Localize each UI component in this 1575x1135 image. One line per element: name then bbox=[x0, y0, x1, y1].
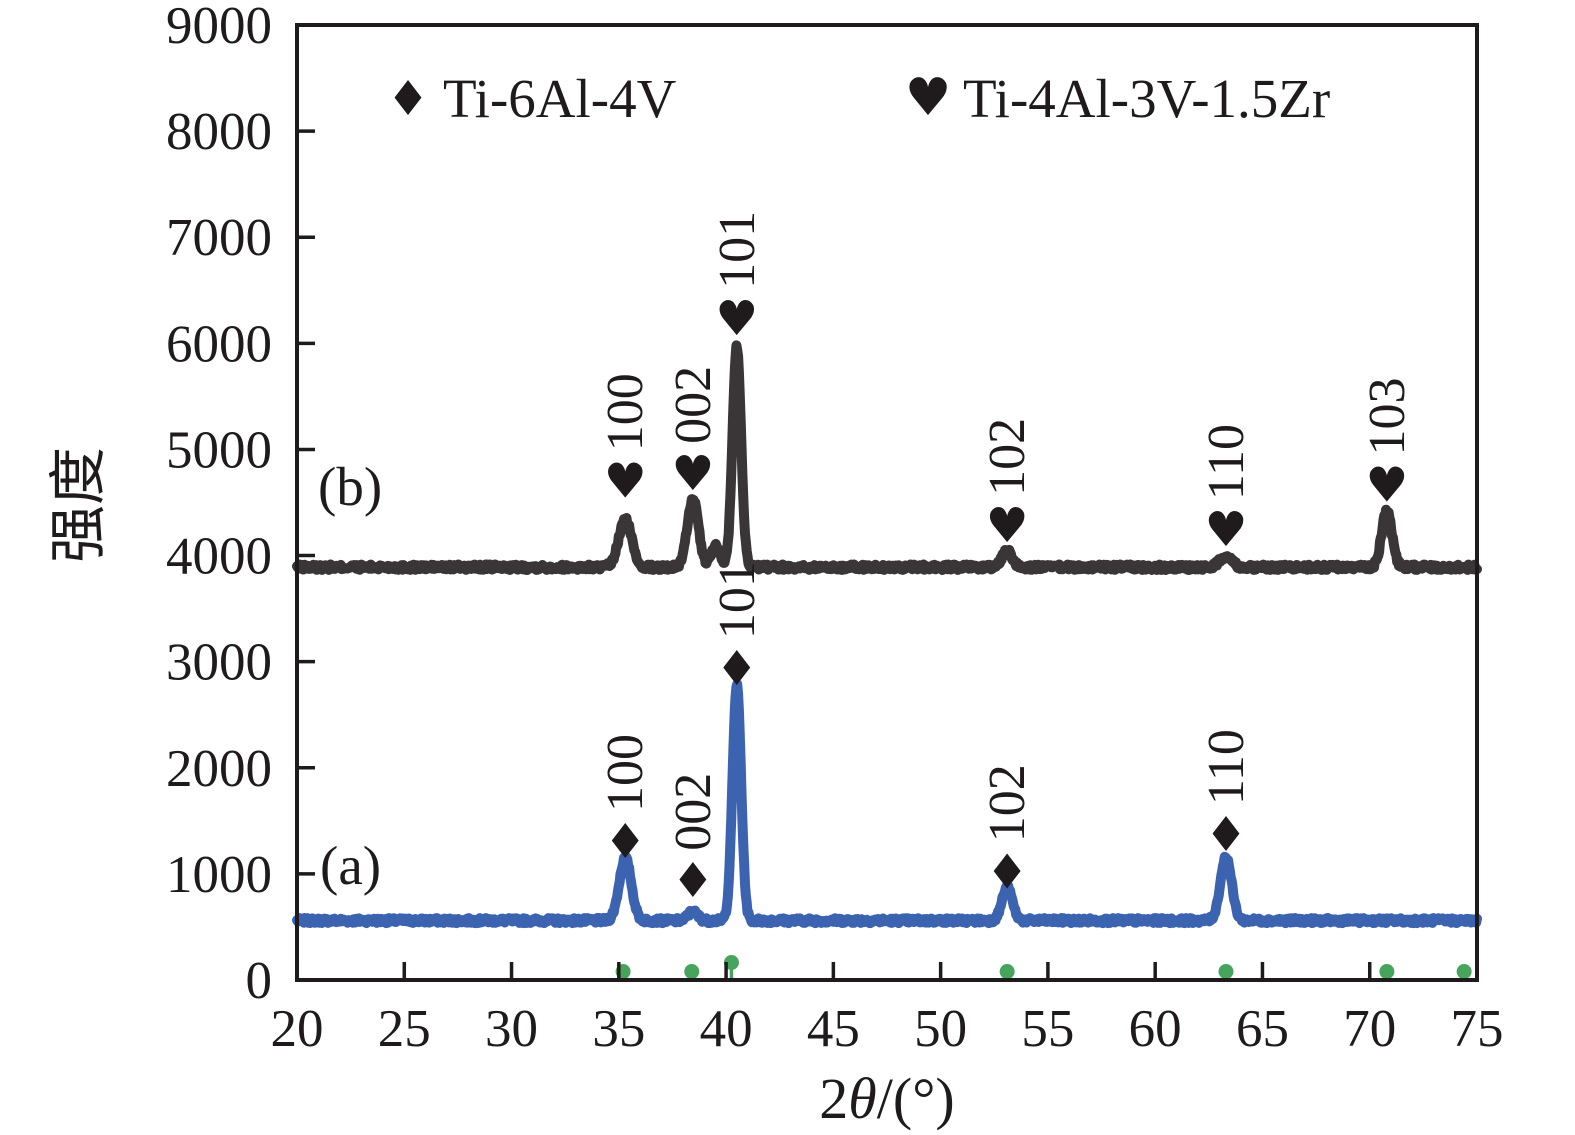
x-tick-label: 75 bbox=[1451, 1000, 1504, 1058]
y-tick-label: 0 bbox=[246, 952, 273, 1010]
y-axis-title: 强度 bbox=[46, 447, 111, 563]
diamond-peak-marker-icon: ♦ bbox=[1204, 807, 1247, 863]
reference-pattern-layer bbox=[615, 954, 1472, 980]
diamond-peak-marker-icon: ♦ bbox=[986, 844, 1029, 900]
legend-label-ti6al4v: Ti-6Al-4V bbox=[443, 68, 677, 129]
x-tick-label: 30 bbox=[485, 1000, 538, 1058]
x-tick-label: 45 bbox=[807, 1000, 860, 1058]
x-tick-label: 20 bbox=[271, 1000, 324, 1058]
peak-label-b-100: 100 bbox=[597, 373, 654, 451]
y-tick-label: 6000 bbox=[166, 315, 272, 373]
x-axis-title: 2θ/(°) bbox=[819, 1066, 954, 1131]
y-tick-label: 1000 bbox=[166, 846, 272, 904]
x-tick-label: 25 bbox=[378, 1000, 431, 1058]
diamond-peak-marker-icon: ♦ bbox=[671, 853, 714, 909]
legend-diamond-icon: ♦ bbox=[386, 71, 429, 127]
y-tick-label: 5000 bbox=[166, 421, 272, 479]
heart-peak-marker-icon: ♥ bbox=[1204, 502, 1247, 558]
heart-peak-marker-icon: ♥ bbox=[604, 453, 647, 509]
reference-dot bbox=[684, 964, 700, 980]
x-tick-label: 50 bbox=[914, 1000, 967, 1058]
legend: ♦ Ti-6Al-4V ♥ Ti-4Al-3V-1.5Zr bbox=[386, 68, 1330, 129]
panel-label-a: (a) bbox=[320, 835, 381, 896]
reference-dot bbox=[1218, 964, 1234, 980]
peak-label-a-100: 100 bbox=[597, 734, 654, 812]
plot-frame bbox=[295, 23, 1479, 982]
reference-dot bbox=[1456, 964, 1472, 980]
x-tick-label: 40 bbox=[700, 1000, 753, 1058]
panel-label-b: (b) bbox=[318, 456, 382, 517]
peak-markers-layer: ♥100♥002♥101♥102♥110 ♥103♦100♦002♦101♦102… bbox=[597, 211, 1416, 909]
peak-label-a-002: 002 bbox=[665, 773, 722, 851]
curves-layer bbox=[292, 340, 1482, 929]
peak-label-b-002: 002 bbox=[665, 366, 722, 444]
peak-label-a-102: 102 bbox=[979, 764, 1036, 842]
peak-label-a-101: 101 bbox=[709, 561, 766, 639]
y-tick-label: 4000 bbox=[166, 528, 272, 586]
legend-label-ti4al3v15zr: Ti-4Al-3V-1.5Zr bbox=[963, 68, 1330, 129]
peak-label-b-102: 102 bbox=[979, 418, 1036, 496]
y-tick-label: 8000 bbox=[166, 103, 272, 161]
reference-dot bbox=[1379, 964, 1395, 980]
diamond-peak-marker-icon: ♦ bbox=[604, 814, 647, 870]
reference-dot bbox=[999, 964, 1015, 980]
peak-label-b-101: 101 bbox=[709, 211, 766, 289]
heart-peak-marker-icon: ♥ bbox=[986, 498, 1029, 554]
y-tick-label: 7000 bbox=[166, 209, 272, 267]
x-tick-label: 65 bbox=[1236, 1000, 1289, 1058]
peak-label-b-103: 103 bbox=[1359, 378, 1416, 456]
axes-layer: 20 25 30 35 40 45 50 55 60 65 70 75 0 1000 2000 3000 400… bbox=[166, 0, 1504, 1058]
y-tick-label: 2000 bbox=[166, 740, 272, 798]
x-tick-label: 70 bbox=[1343, 1000, 1396, 1058]
y-tick-label: 3000 bbox=[166, 634, 272, 692]
diamond-peak-marker-icon: ♦ bbox=[715, 641, 758, 697]
y-tick-label: 9000 bbox=[166, 0, 272, 55]
x-tick-label: 60 bbox=[1129, 1000, 1182, 1058]
xrd-curve-a bbox=[292, 679, 1482, 929]
heart-peak-marker-icon: ♥ bbox=[715, 291, 758, 347]
peak-label-b-110: 110 bbox=[1198, 424, 1255, 500]
heart-peak-marker-icon: ♥ bbox=[1365, 458, 1408, 514]
x-tick-label: 55 bbox=[1021, 1000, 1074, 1058]
legend-heart-icon: ♥ bbox=[905, 68, 952, 128]
heart-peak-marker-icon: ♥ bbox=[671, 446, 714, 502]
x-tick-label: 35 bbox=[592, 1000, 645, 1058]
peak-label-a-110: 110 bbox=[1198, 729, 1255, 805]
xrd-curve-b bbox=[292, 340, 1482, 575]
